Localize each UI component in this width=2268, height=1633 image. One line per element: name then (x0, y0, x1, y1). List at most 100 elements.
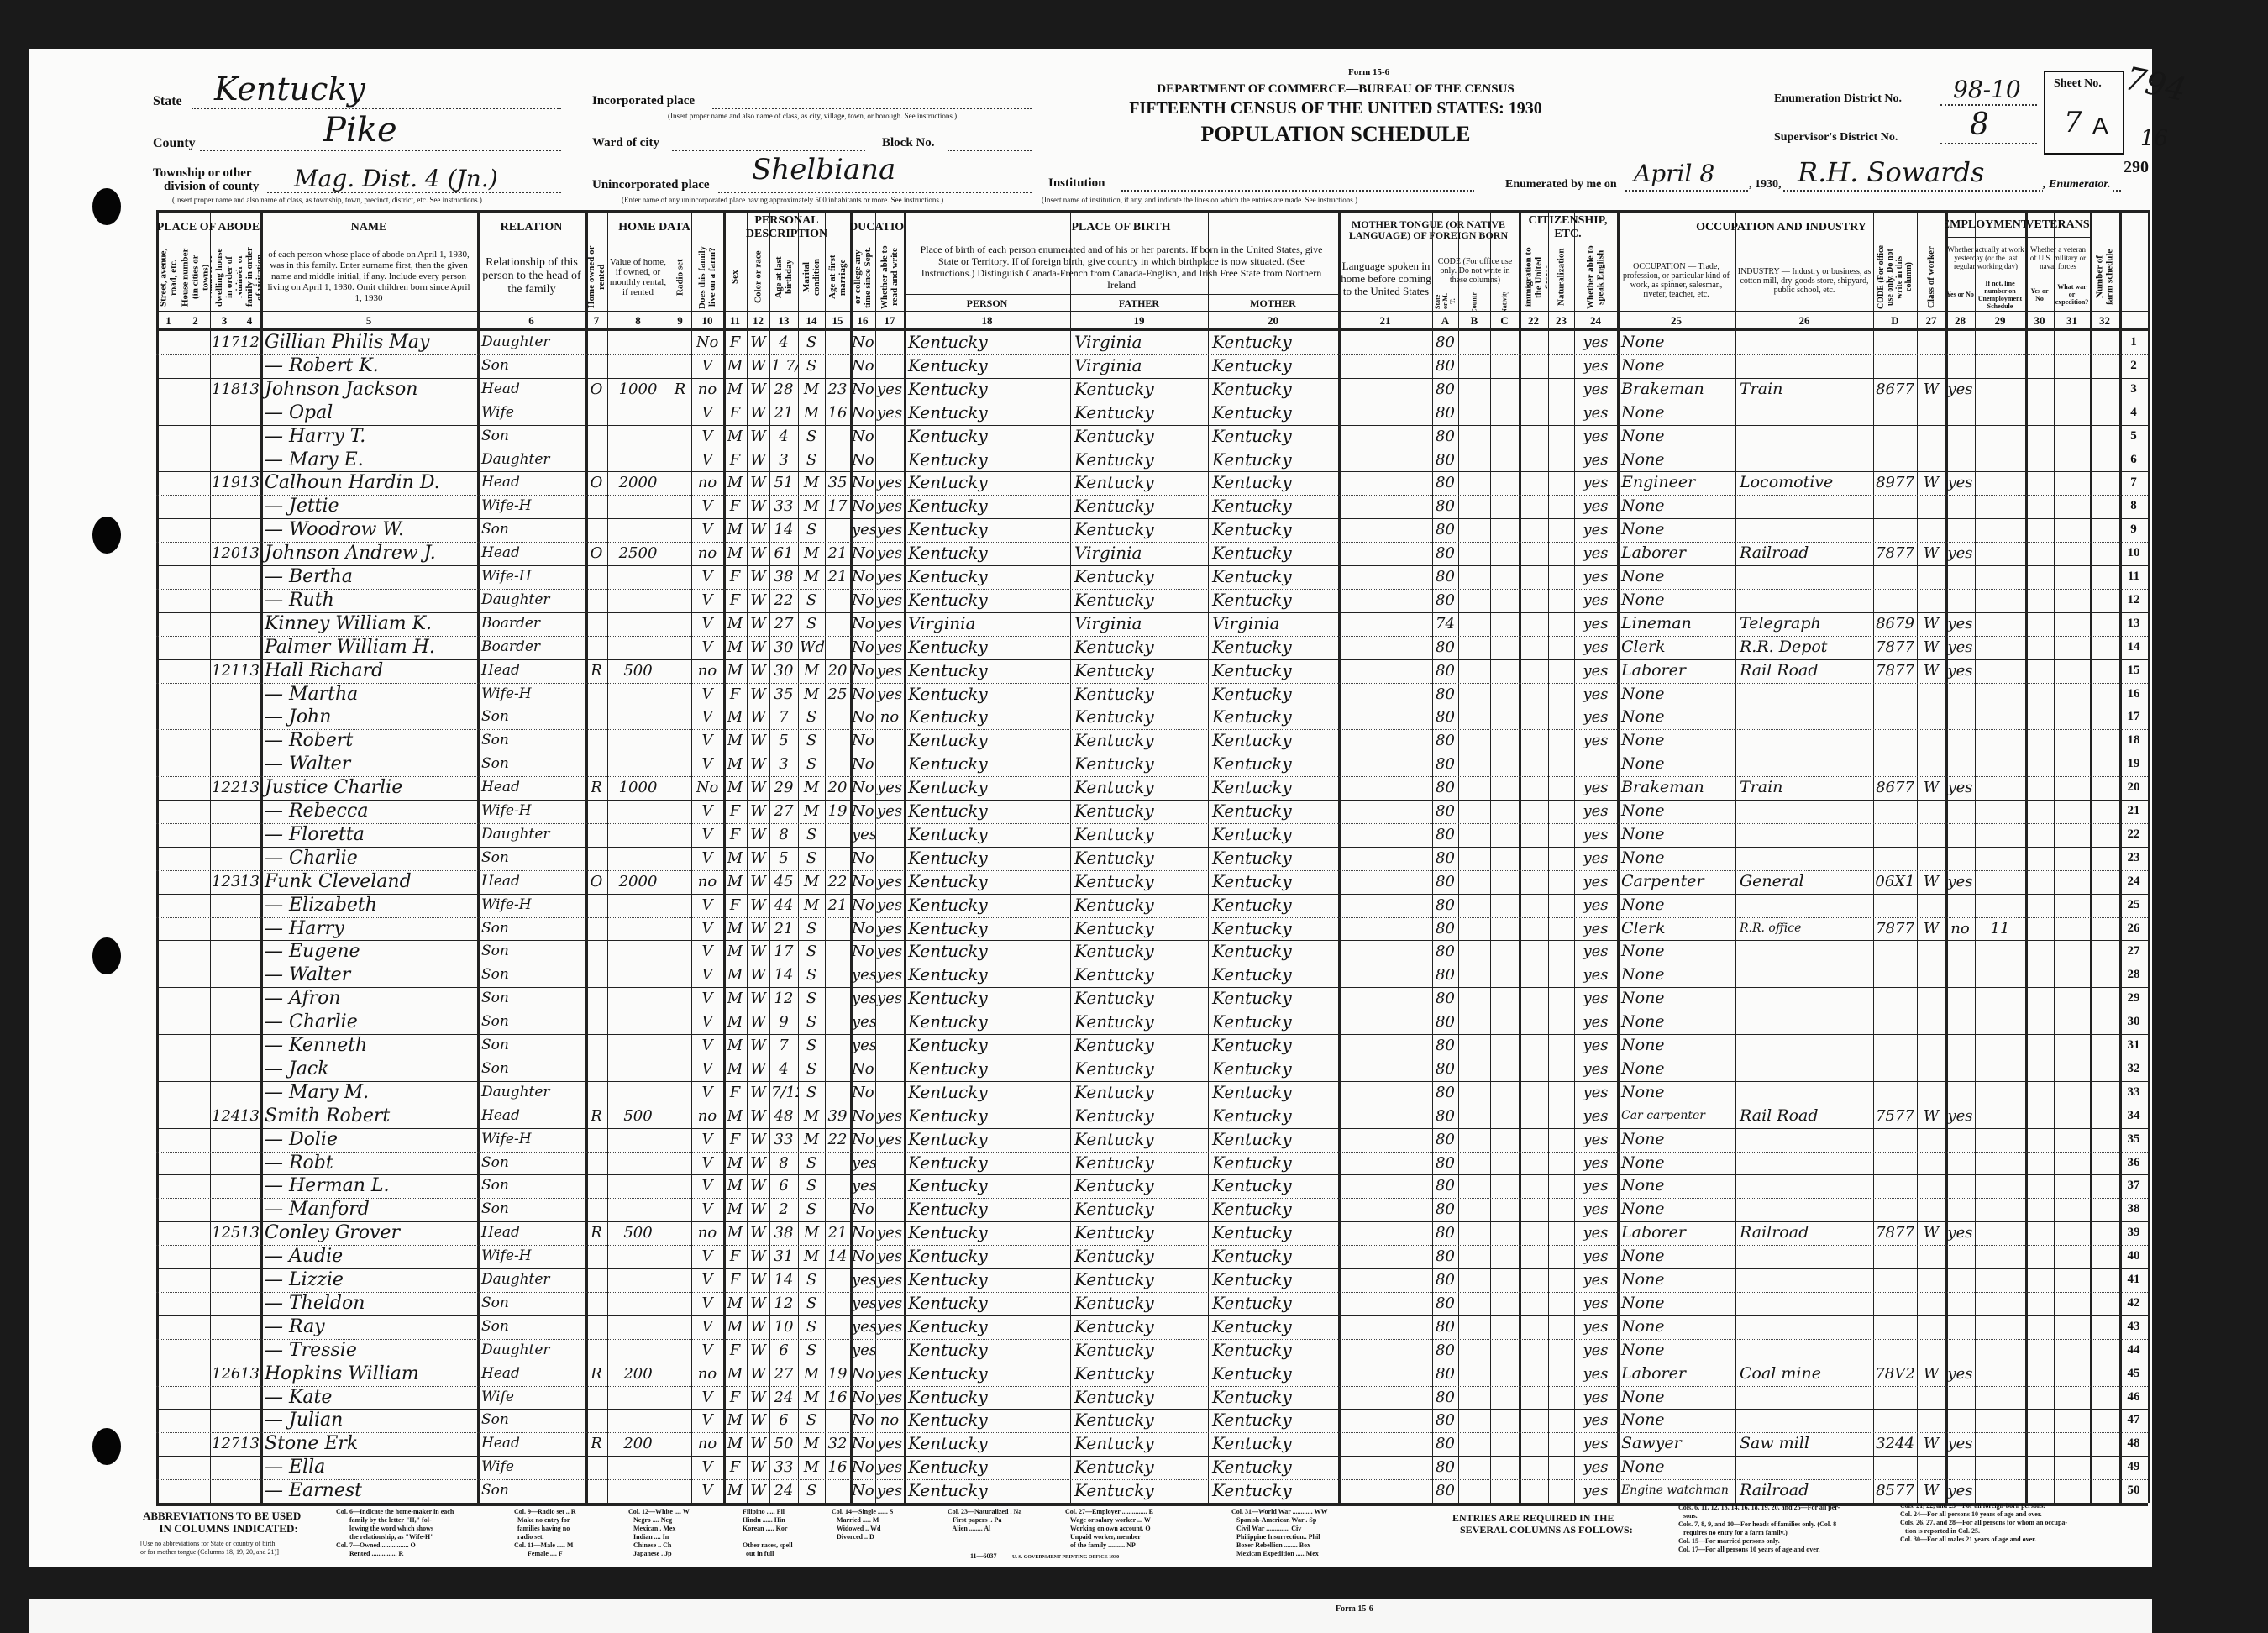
cell-home (585, 402, 607, 425)
cell-home (585, 894, 607, 917)
cell-read-write: yes (877, 1364, 903, 1383)
column-header: Street, avenue, road, etc. (158, 248, 179, 307)
unincorporated-label: Unincorporated place (592, 178, 710, 192)
cell-farm: V (701, 919, 713, 937)
column-number: 5 (365, 314, 372, 327)
cell-birth-father: Kentucky (1074, 1081, 1154, 1102)
cell-age-marriage: 19 (827, 802, 848, 820)
cell-read-write: no (879, 708, 900, 727)
cell-home (585, 1292, 607, 1315)
cell-occupation: None (1621, 1200, 1665, 1219)
cell-radio (669, 987, 691, 1011)
cell-code-a: 80 (1436, 521, 1455, 539)
cell-industry (1735, 940, 1873, 964)
cell-family (239, 1174, 260, 1198)
cell-name: — John (265, 706, 332, 728)
column-number: B (1470, 314, 1478, 327)
line-number: 5 (2130, 428, 2137, 443)
cell-english: yes (1583, 450, 1609, 469)
cell-industry: Railroad (1740, 1481, 1809, 1500)
cell-value (607, 1034, 669, 1058)
cell-home (585, 917, 607, 941)
cell-birth-father: Kentucky (1074, 683, 1154, 704)
cell-school: No (852, 1083, 874, 1101)
cell-industry (1735, 1058, 1873, 1081)
cell-age: 51 (774, 474, 794, 492)
cell-birth-father: Kentucky (1074, 519, 1154, 540)
line-number: 2 (2130, 358, 2137, 372)
line-number: 27 (2127, 944, 2140, 958)
cell-class-worker (1917, 1081, 1945, 1105)
cell-read-write: yes (877, 1294, 903, 1312)
cell-occupation: None (1621, 895, 1665, 914)
cell-age: 14 (774, 521, 794, 539)
column-number: 15 (832, 314, 843, 327)
cell-occupation: Car carpenter (1621, 1108, 1705, 1122)
cell-relation: Wife (481, 1388, 514, 1405)
cell-at-work (1945, 683, 1975, 706)
cell-school: No (852, 1059, 874, 1078)
cell-english: yes (1583, 1106, 1609, 1125)
cell-family: 133 (240, 661, 260, 680)
cell-school: No (852, 872, 874, 890)
column-header: OCCUPATION — Trade, profession, or parti… (1623, 262, 1730, 299)
cell-class-worker: W (1923, 779, 1940, 797)
cell-farm: V (701, 1271, 713, 1289)
cell-radio (669, 894, 691, 917)
cell-birth-father: Virginia (1074, 543, 1142, 564)
cell-radio (669, 776, 691, 800)
cell-industry (1735, 1245, 1873, 1268)
cell-birth-person: Kentucky (908, 777, 988, 798)
cell-read-write: yes (877, 403, 903, 422)
cell-school: No (852, 779, 874, 797)
row-divider (156, 1080, 2148, 1082)
cell-class-worker (1917, 1409, 1945, 1432)
subheader-rule (904, 294, 1070, 295)
cell-family (239, 449, 260, 472)
cell-dwelling (210, 753, 239, 776)
cell-unemployment-line (1975, 1011, 2025, 1034)
cell-birth-person: Kentucky (908, 1105, 988, 1126)
cell-name: — Robert K. (265, 354, 379, 376)
incorporated-label: Incorporated place (592, 94, 696, 108)
column-divider (691, 210, 692, 1503)
cell-radio (669, 847, 691, 870)
cell-occupation: None (1621, 590, 1665, 609)
cell-industry (1735, 1081, 1873, 1105)
cell-english: yes (1583, 638, 1609, 656)
column-number: 18 (981, 314, 993, 327)
cell-industry (1735, 683, 1873, 706)
cell-age: 8 (779, 1153, 789, 1172)
cell-birth-mother: Kentucky (1212, 1011, 1292, 1032)
cell-color: W (750, 919, 766, 937)
cell-english: yes (1583, 474, 1609, 492)
cell-name: Johnson Andrew J. (265, 543, 436, 564)
cell-age-marriage: 21 (827, 568, 848, 585)
group-header: HOME DATA (618, 221, 690, 234)
line-number: 45 (2127, 1366, 2140, 1380)
column-header: Value of home, if owned, or monthly rent… (609, 257, 667, 297)
cell-school: No (852, 356, 874, 375)
column-divider (1945, 210, 1948, 1503)
cell-code-d (1873, 1456, 1917, 1479)
column-divider (850, 210, 853, 1503)
cell-code-a: 80 (1436, 825, 1455, 843)
cell-marital: M (803, 568, 820, 585)
cell-farm: V (701, 403, 713, 422)
cell-sex: F (729, 568, 741, 585)
cell-school: No (852, 919, 874, 937)
line-number: 42 (2127, 1295, 2140, 1310)
cell-age: 4 (779, 1059, 789, 1078)
cell-code-d (1873, 753, 1917, 776)
line-number: 7 (2130, 475, 2137, 490)
cell-at-work: yes (1947, 1106, 1973, 1125)
cell-at-work (1945, 894, 1975, 917)
cell-class-worker (1917, 1386, 1945, 1410)
cell-unemployment-line (1975, 800, 2025, 823)
cell-industry (1735, 753, 1873, 776)
cell-school: No (852, 1411, 874, 1430)
row-divider (156, 377, 2148, 379)
cell-read-write: yes (877, 614, 903, 633)
cell-value (607, 683, 669, 706)
cell-english: yes (1583, 1059, 1609, 1078)
